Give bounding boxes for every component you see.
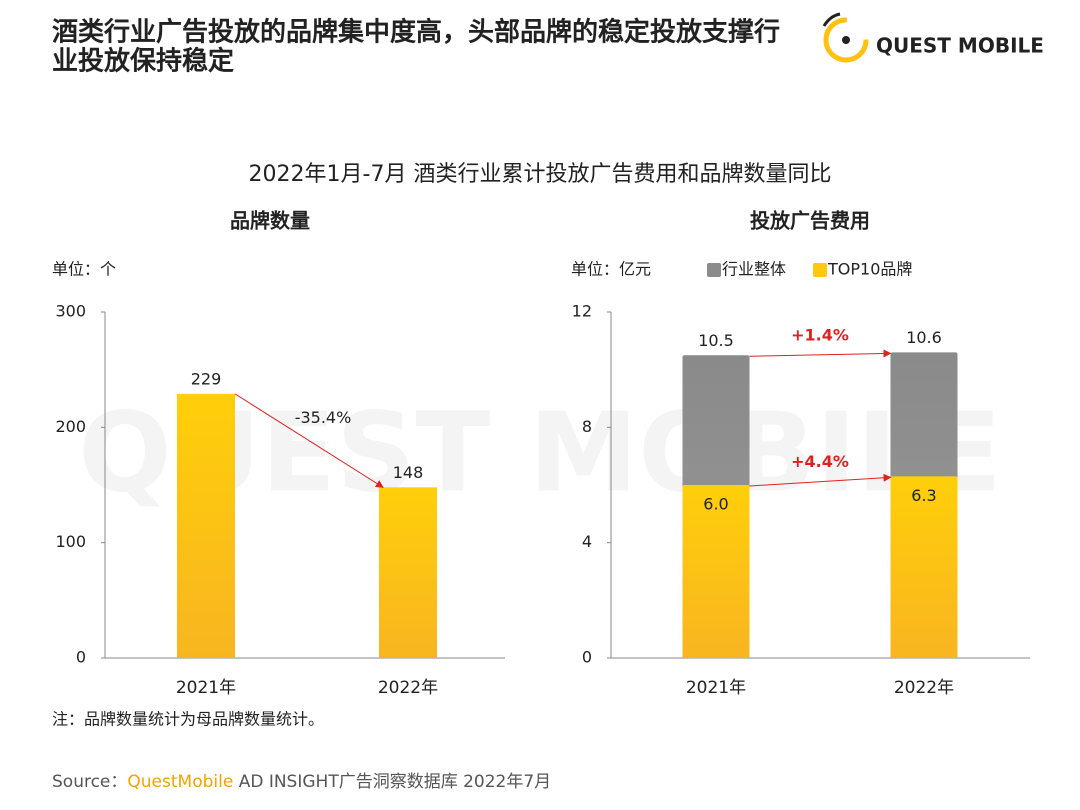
x-tick-label: 2021年 (176, 678, 236, 698)
x-tick-label: 2022年 (378, 678, 438, 698)
change-label: +4.4% (791, 452, 849, 471)
bar (177, 393, 235, 658)
title-line: 酒类行业广告投放的品牌集中度高，头部品牌的稳定投放支撑行 (52, 17, 780, 48)
change-arrow (234, 393, 384, 488)
source-prefix: Source： (52, 772, 127, 792)
change-label: +1.4% (791, 325, 849, 344)
note: 注：品牌数量统计为母品牌数量统计。 (52, 710, 324, 729)
y-tick-label: 8 (582, 417, 592, 436)
bar (682, 485, 750, 658)
value-label: 6.3 (911, 486, 936, 505)
y-tick-label: 0 (76, 648, 86, 667)
bar (890, 476, 958, 658)
bar (379, 487, 437, 658)
y-tick-label: 12 (572, 302, 592, 321)
change-label: -35.4% (295, 408, 352, 427)
change-arrow (749, 349, 892, 358)
logo-icon (822, 12, 869, 63)
x-tick-label: 2021年 (686, 678, 746, 698)
y-tick-label: 4 (582, 532, 592, 551)
source-rest: AD INSIGHT广告洞察数据库 2022年7月 (233, 772, 551, 792)
legend-label: TOP10品牌 (827, 260, 912, 279)
y-tick-label: 200 (55, 417, 86, 436)
value-label: 148 (393, 463, 424, 482)
y-tick-label: 300 (55, 302, 86, 321)
chart-title: 品牌数量 (230, 209, 310, 233)
value-label: 6.0 (703, 495, 728, 514)
y-tick-label: 100 (55, 532, 86, 551)
legend-swatch (813, 263, 827, 277)
change-arrow (749, 473, 892, 487)
unit-label: 单位：个 (52, 260, 116, 279)
unit-label: 单位：亿元 (571, 260, 651, 279)
suptitle: 2022年1月-7月 酒类行业累计投放广告费用和品牌数量同比 (249, 162, 832, 187)
legend-label: 行业整体 (722, 260, 786, 279)
value-label: 10.5 (698, 331, 734, 350)
source-brand: QuestMobile (127, 772, 233, 792)
value-label: 229 (191, 369, 222, 388)
chart-title: 投放广告费用 (750, 209, 870, 233)
title-line: 业投放保持稳定 (52, 46, 234, 77)
legend-swatch (707, 263, 721, 277)
value-label: 10.6 (906, 328, 942, 347)
y-tick-label: 0 (582, 648, 592, 667)
x-tick-label: 2022年 (894, 678, 954, 698)
logo-text: QUEST MOBILE (876, 34, 1044, 58)
source: Source：QuestMobile AD INSIGHT广告洞察数据库 202… (52, 772, 551, 792)
